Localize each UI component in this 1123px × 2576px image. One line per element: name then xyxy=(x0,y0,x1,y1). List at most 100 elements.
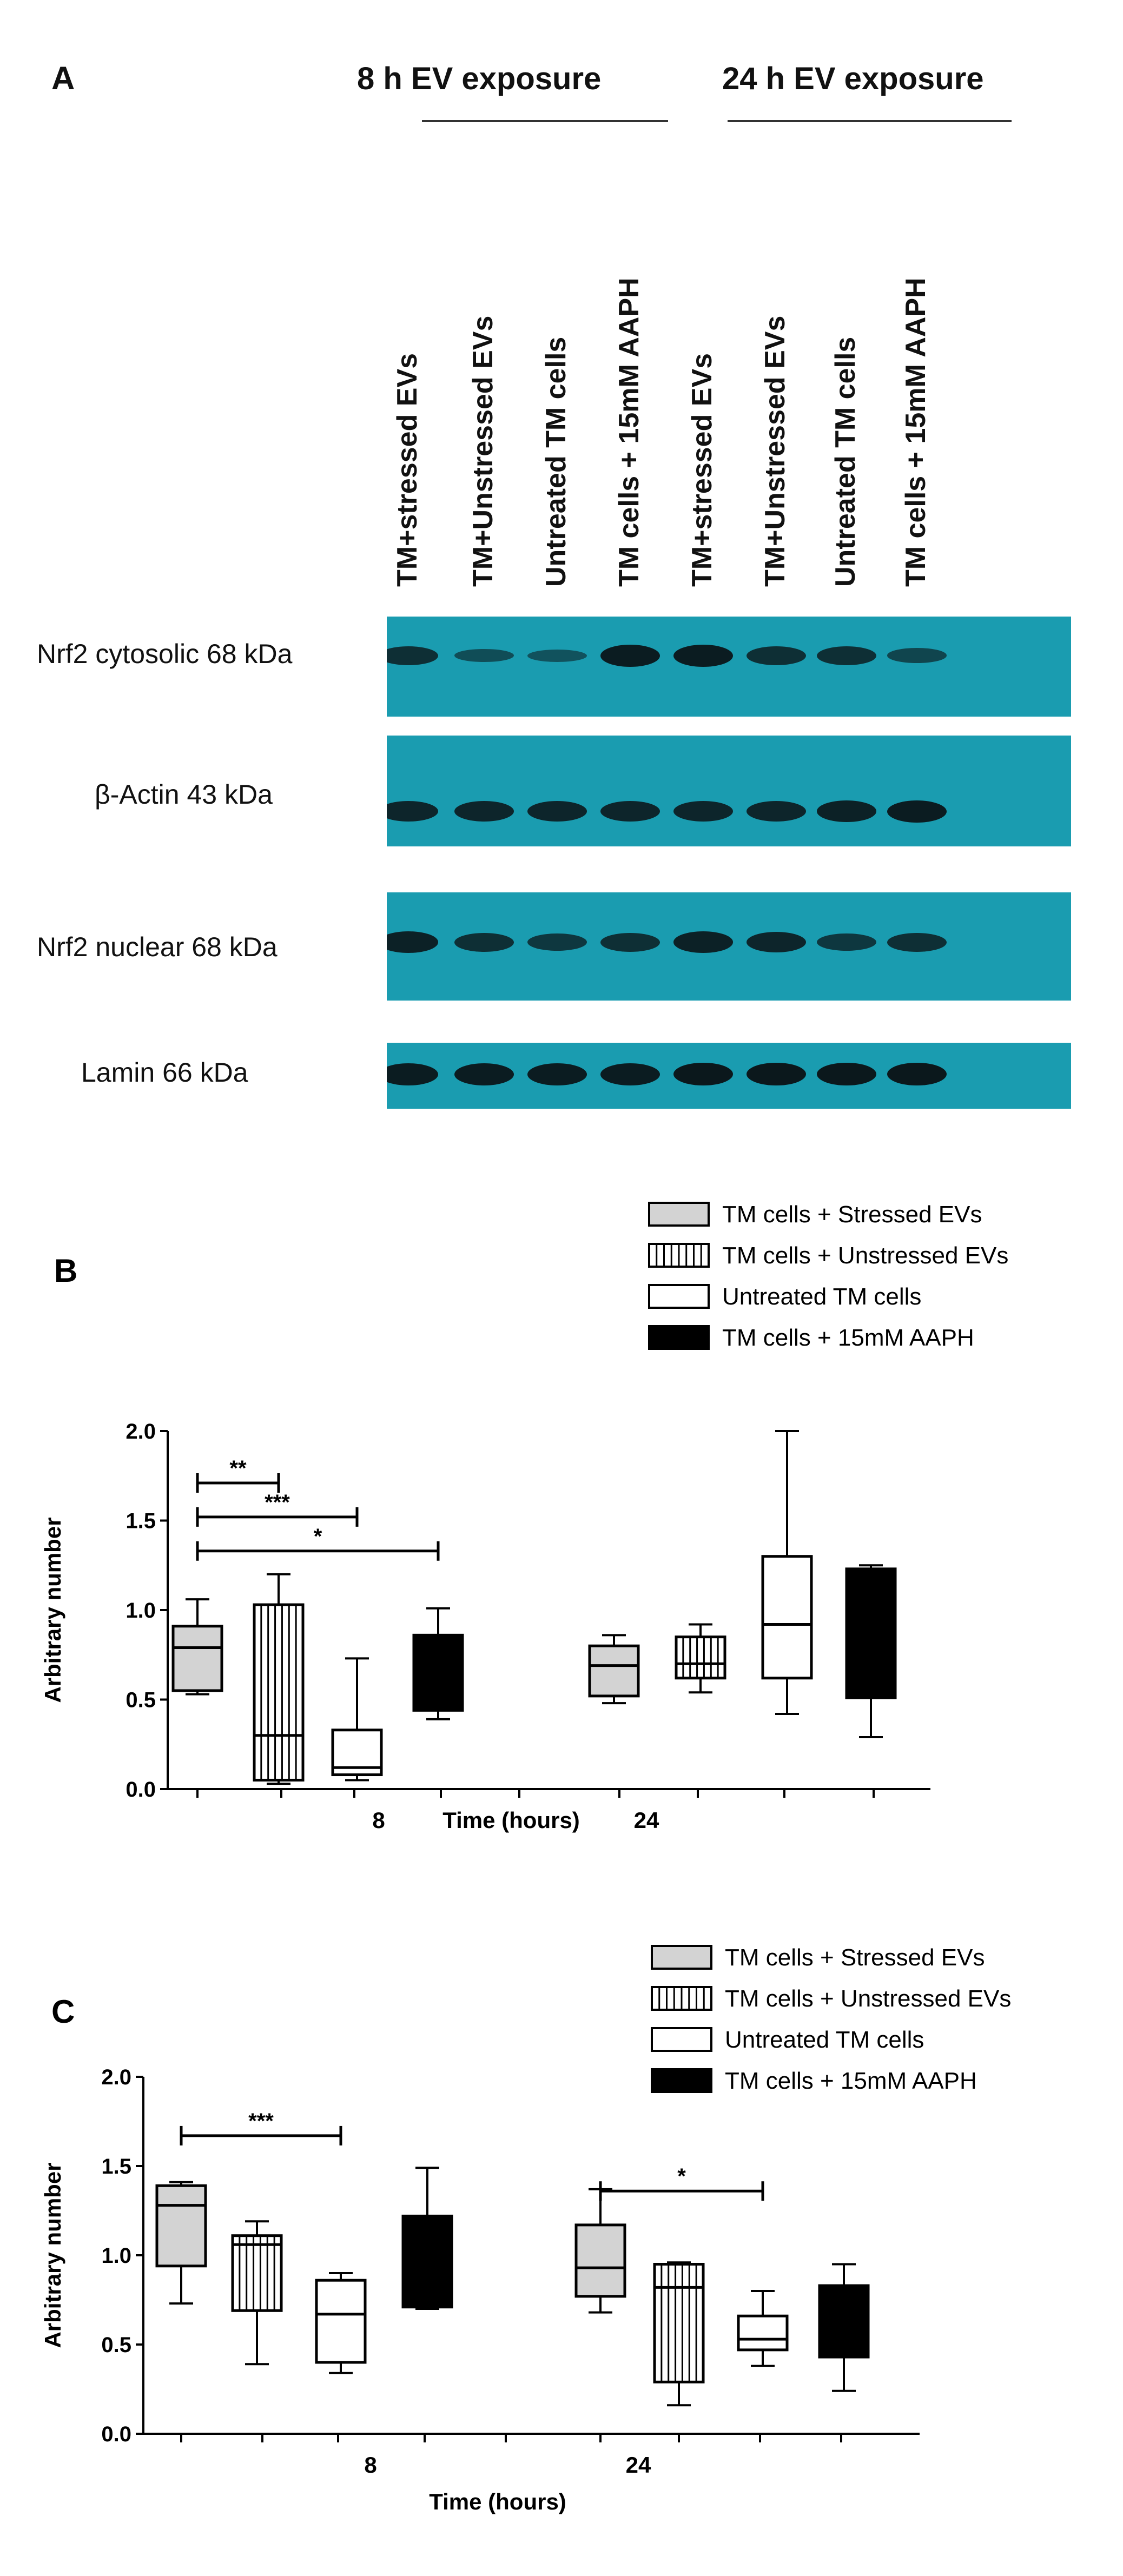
box-body xyxy=(761,1555,813,1680)
y-tick-label: 0.0 xyxy=(125,1778,156,1802)
y-axis-label: Arbitrary number xyxy=(40,2162,65,2348)
significance-label: *** xyxy=(248,2109,274,2133)
legend-swatch xyxy=(651,2068,712,2093)
blot-image xyxy=(387,617,1071,717)
x-category-label: 24 xyxy=(626,2452,651,2478)
legend-label: Untreated TM cells xyxy=(722,1283,921,1310)
x-category-label: 8 xyxy=(364,2452,376,2478)
panel-b-letter: B xyxy=(54,1253,77,1289)
blot-band xyxy=(387,1063,438,1085)
blot-image xyxy=(387,892,1071,1001)
box-body xyxy=(737,2314,789,2352)
legend-swatch xyxy=(651,1945,712,1970)
exposure-8h-underline xyxy=(422,120,668,122)
x-axis-label: Time (hours) xyxy=(442,1807,580,1833)
box-body xyxy=(401,2214,453,2309)
box-body xyxy=(253,1603,305,1782)
x-axis-label: Time (hours) xyxy=(429,2489,566,2514)
blot-band xyxy=(527,1063,587,1085)
box-body xyxy=(155,2184,207,2268)
blot-band xyxy=(747,646,806,665)
blot-band xyxy=(454,648,514,663)
blot-band xyxy=(887,932,947,952)
chart-b: B TM cells + Stressed EVs TM cells + Unst… xyxy=(40,1201,1008,1833)
y-axis-label: Arbitrary number xyxy=(40,1517,65,1703)
significance-label: * xyxy=(677,2164,686,2188)
blot-band xyxy=(673,1062,733,1086)
x-category-label: 24 xyxy=(634,1807,659,1833)
blot-band xyxy=(387,931,438,953)
legend-b: TM cells + Stressed EVs TM cells + Unstre… xyxy=(648,1201,1008,1351)
blot-band xyxy=(817,1062,876,1086)
blot-band xyxy=(887,648,947,663)
blot-band xyxy=(600,932,660,952)
blot-label: Nrf2 nuclear 68 kDa xyxy=(37,932,278,962)
lane-label: TM+stressed EVs xyxy=(392,353,423,587)
box-body xyxy=(588,1644,640,1698)
blot-band xyxy=(673,644,733,667)
blot-band xyxy=(817,646,876,665)
box-body xyxy=(171,1625,223,1692)
blot-band xyxy=(817,933,876,951)
legend-label: TM cells + Unstressed EVs xyxy=(725,1985,1011,2012)
significance-label: ** xyxy=(229,1456,247,1480)
blot-band xyxy=(887,1062,947,1086)
lane-label: Untreated TM cells xyxy=(830,336,861,587)
legend-swatch xyxy=(648,1202,710,1227)
blot-band xyxy=(454,932,514,952)
blot-band xyxy=(887,800,947,823)
lane-label: TM cells + 15mM AAPH xyxy=(613,277,645,587)
exposure-24h-label: 24 h EV exposure xyxy=(722,61,984,96)
lane-label: Untreated TM cells xyxy=(540,336,572,587)
box-body xyxy=(412,1633,464,1712)
blot-label: Nrf2 cytosolic 68 kDa xyxy=(37,639,293,669)
y-tick-label: 1.5 xyxy=(125,1509,156,1533)
plot-b: 0.0 0.5 1.0 1.5 2.0 Arbitrary number 8 24 Time (… xyxy=(40,1420,930,1833)
blot-image xyxy=(387,736,1071,846)
box-body xyxy=(574,2223,626,2298)
y-tick-label: 0.5 xyxy=(101,2333,131,2357)
y-tick-label: 1.5 xyxy=(101,2155,131,2178)
blot-band xyxy=(527,933,587,951)
lane-label: TM cells + 15mM AAPH xyxy=(900,277,932,587)
blot-band xyxy=(600,644,660,667)
box-body xyxy=(675,1635,726,1680)
legend-label: TM cells + Stressed EVs xyxy=(725,1944,985,1971)
y-tick-label: 0.5 xyxy=(125,1688,156,1712)
blot-label: Lamin 66 kDa xyxy=(81,1057,248,1088)
legend-swatch xyxy=(648,1284,710,1309)
blot-image xyxy=(387,1043,1071,1109)
legend-c: TM cells + Stressed EVs TM cells + Unstre… xyxy=(651,1944,1011,2094)
legend-label: TM cells + Unstressed EVs xyxy=(722,1242,1008,1269)
blot-band xyxy=(527,649,587,662)
legend-label: TM cells + 15mM AAPH xyxy=(725,2068,977,2094)
blot-band xyxy=(747,1062,806,1086)
box-body xyxy=(315,2279,367,2364)
legend-swatch xyxy=(651,2027,712,2052)
lane-label: TM+stressed EVs xyxy=(686,353,718,587)
lane-label: TM+Unstressed EVs xyxy=(759,315,791,587)
panel-c-letter: C xyxy=(51,1994,75,2030)
blot-band xyxy=(817,800,876,822)
legend-label: Untreated TM cells xyxy=(725,2027,924,2053)
exposure-24h-underline xyxy=(728,120,1012,122)
blot-band xyxy=(673,931,733,953)
y-tick-label: 1.0 xyxy=(125,1599,156,1623)
lane-label: TM+Unstressed EVs xyxy=(467,315,499,587)
box-body xyxy=(818,2284,870,2359)
blot-band xyxy=(600,801,660,822)
blot-band xyxy=(747,801,806,822)
blot-band xyxy=(454,1063,514,1085)
y-tick-label: 2.0 xyxy=(125,1420,156,1443)
legend-label: TM cells + 15mM AAPH xyxy=(722,1325,974,1351)
chart-c: C TM cells + Stressed EVs TM cells + Unst… xyxy=(40,1944,1011,2514)
plot-c: 0.0 0.5 1.0 1.5 2.0 Arbitrary number 8 24 Time (… xyxy=(40,2065,920,2514)
blot-band xyxy=(387,801,438,822)
blot-band xyxy=(454,801,514,822)
x-category-label: 8 xyxy=(372,1807,385,1833)
box-body xyxy=(845,1567,897,1699)
blot-band xyxy=(747,932,806,952)
exposure-8h-label: 8 h EV exposure xyxy=(357,61,602,96)
y-tick-label: 1.0 xyxy=(101,2244,131,2268)
blot-band xyxy=(600,1063,660,1085)
